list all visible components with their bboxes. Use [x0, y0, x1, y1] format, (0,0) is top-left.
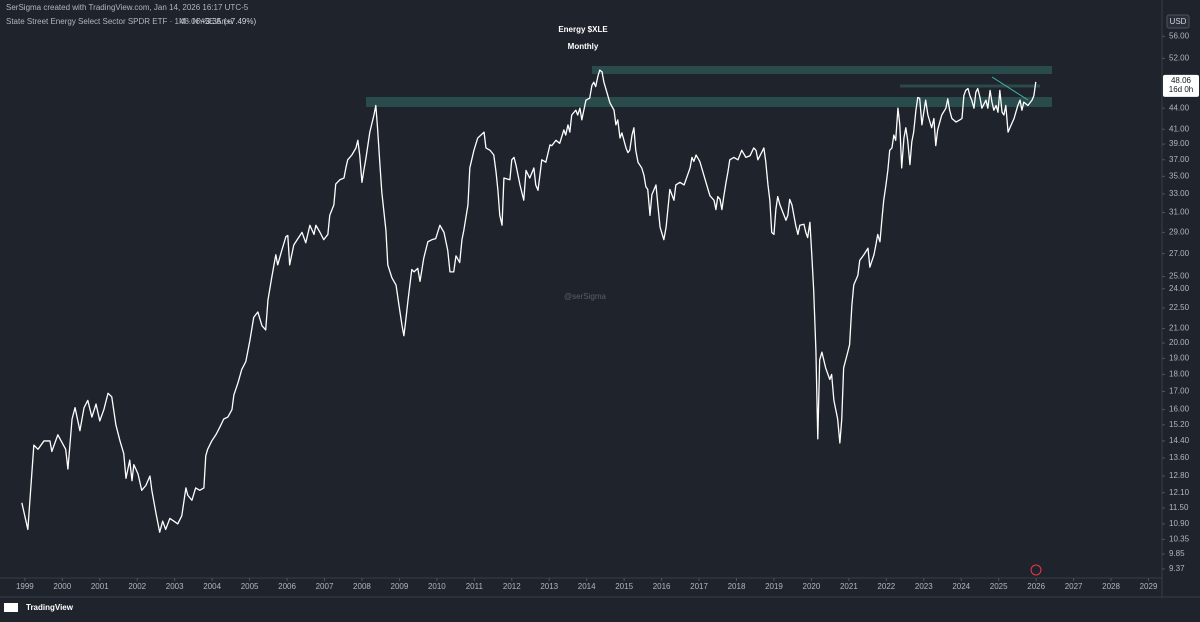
y-tick-label: 27.00 — [1169, 249, 1190, 258]
x-tick-label: 2001 — [91, 582, 109, 591]
x-tick-label: 2024 — [952, 582, 970, 591]
y-tick-label: 15.20 — [1169, 420, 1190, 429]
x-tick-label: 2013 — [540, 582, 558, 591]
x-tick-label: 2009 — [391, 582, 409, 591]
x-tick-label: 2025 — [990, 582, 1008, 591]
y-tick-label: 10.35 — [1169, 534, 1190, 543]
x-tick-label: 2003 — [166, 582, 184, 591]
y-tick-label: 12.10 — [1169, 488, 1190, 497]
last-price-box — [1163, 74, 1199, 97]
y-tick-label: 44.00 — [1169, 103, 1190, 112]
x-tick-label: 2005 — [241, 582, 259, 591]
y-tick-label: 12.80 — [1169, 471, 1190, 480]
currency: USD — [1170, 17, 1187, 26]
x-tick-label: 2015 — [615, 582, 633, 591]
x-tick-label: 2029 — [1140, 582, 1158, 591]
y-tick-label: 21.00 — [1169, 324, 1190, 333]
y-tick-label: 33.00 — [1169, 189, 1190, 198]
y-tick-label: 20.00 — [1169, 338, 1190, 347]
x-tick-label: 2018 — [728, 582, 746, 591]
header-change: +3.35 (+7.49%) — [201, 17, 256, 26]
y-tick-label: 19.00 — [1169, 353, 1190, 362]
x-tick-label: 2011 — [466, 582, 484, 591]
y-tick-label: 56.00 — [1169, 31, 1190, 40]
y-tick-label: 16.00 — [1169, 405, 1190, 414]
y-tick-label: 10.90 — [1169, 519, 1190, 528]
support-zone — [366, 97, 1052, 107]
y-tick-label: 9.85 — [1169, 549, 1185, 558]
y-tick-label: 17.00 — [1169, 387, 1190, 396]
x-tick-label: 2017 — [690, 582, 708, 591]
y-tick-label: 24.00 — [1169, 284, 1190, 293]
y-tick-label: 29.00 — [1169, 227, 1190, 236]
watermark: @serSigma — [564, 292, 606, 301]
resistance-zone — [592, 66, 1052, 74]
x-tick-label: 2012 — [503, 582, 521, 591]
x-tick-label: 2023 — [915, 582, 933, 591]
chart-subtitle: Monthly — [568, 42, 599, 51]
x-tick-label: 2004 — [203, 582, 221, 591]
y-tick-label: 52.00 — [1169, 54, 1190, 63]
x-tick-label: 2016 — [653, 582, 671, 591]
y-tick-label: 35.00 — [1169, 171, 1190, 180]
x-tick-label: 2010 — [428, 582, 446, 591]
chart-title: Energy $XLE — [558, 25, 608, 34]
x-tick-label: 2002 — [128, 582, 146, 591]
x-tick-label: 2028 — [1102, 582, 1120, 591]
currency-box — [1166, 14, 1190, 29]
x-tick-label: 2006 — [278, 582, 296, 591]
header-price: 48.06 — [180, 17, 201, 26]
event-icon — [1030, 564, 1042, 576]
price-line — [21, 69, 1037, 533]
y-tick-label: 11.50 — [1169, 503, 1189, 512]
x-tick-label: 2019 — [765, 582, 783, 591]
y-tick-label: 41.00 — [1169, 124, 1190, 133]
y-tick-label: 39.00 — [1169, 139, 1190, 148]
x-tick-label: 2021 — [840, 582, 858, 591]
symbol-info: State Street Energy Select Sector SPDR E… — [6, 17, 233, 26]
y-tick-label: 22.50 — [1169, 303, 1190, 312]
brand-logo — [4, 603, 18, 612]
countdown-label: 16d 0h — [1169, 85, 1193, 94]
x-tick-label: 2027 — [1065, 582, 1083, 591]
y-tick-label: 31.00 — [1169, 208, 1190, 217]
y-tick-label: 25.00 — [1169, 272, 1190, 281]
x-tick-label: 2008 — [353, 582, 371, 591]
y-tick-label: 13.60 — [1169, 453, 1190, 462]
y-tick-label: 37.00 — [1169, 155, 1190, 164]
attribution: SerSigma created with TradingView.com, J… — [6, 3, 249, 12]
x-tick-label: 2026 — [1027, 582, 1045, 591]
x-tick-label: 2014 — [578, 582, 596, 591]
x-tick-label: 2000 — [53, 582, 71, 591]
x-tick-label: 1999 — [16, 582, 34, 591]
x-tick-label: 2022 — [877, 582, 895, 591]
y-tick-label: 18.00 — [1169, 370, 1190, 379]
y-tick-label: 14.40 — [1169, 436, 1190, 445]
brand: TradingView — [26, 603, 74, 612]
last-price-label: 48.06 — [1171, 76, 1192, 85]
x-tick-label: 2020 — [803, 582, 821, 591]
x-tick-label: 2007 — [316, 582, 334, 591]
trend-line — [991, 76, 1029, 101]
y-tick-label: 9.37 — [1169, 564, 1185, 573]
